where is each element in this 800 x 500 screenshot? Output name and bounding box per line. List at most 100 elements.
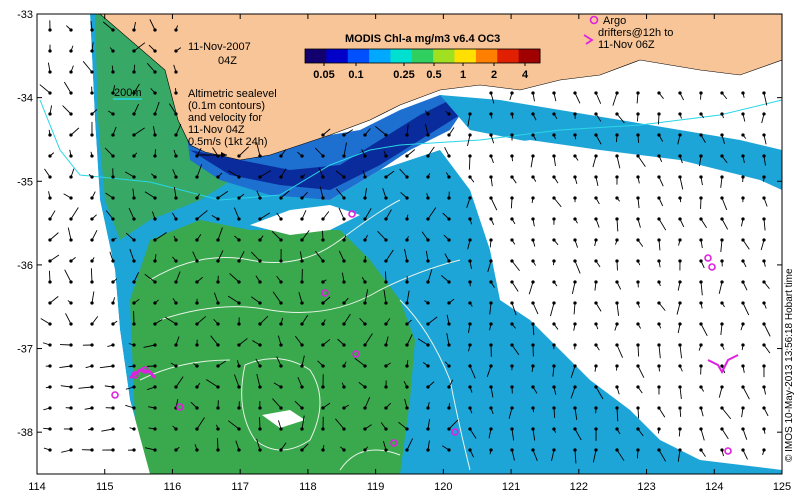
velocity-arrow-base bbox=[69, 112, 73, 116]
velocity-arrow bbox=[196, 316, 207, 325]
velocity-arrow-base bbox=[174, 385, 178, 389]
velocity-arrow-base bbox=[132, 196, 136, 200]
velocity-arrow-base bbox=[405, 238, 409, 242]
velocity-arrow-base bbox=[363, 280, 367, 284]
velocity-arrow-base bbox=[405, 133, 409, 137]
velocity-arrow bbox=[469, 428, 477, 439]
velocity-arrow bbox=[399, 168, 408, 178]
velocity-arrow bbox=[742, 239, 750, 250]
velocity-arrow-base bbox=[405, 154, 409, 158]
velocity-arrow-base bbox=[573, 217, 577, 221]
velocity-arrow bbox=[99, 365, 114, 369]
velocity-arrow bbox=[315, 250, 324, 262]
velocity-arrow-base bbox=[48, 280, 52, 284]
velocity-arrow-base bbox=[48, 301, 52, 305]
colorbar-swatch bbox=[347, 49, 370, 63]
velocity-arrow-base bbox=[636, 259, 640, 263]
velocity-arrow bbox=[280, 190, 290, 199]
velocity-arrow-base bbox=[384, 427, 388, 431]
velocity-arrow-base bbox=[615, 280, 619, 284]
velocity-arrow bbox=[149, 19, 156, 31]
velocity-arrow bbox=[129, 248, 135, 262]
velocity-arrow bbox=[67, 227, 72, 241]
velocity-arrow-base bbox=[153, 406, 157, 410]
velocity-arrow-base bbox=[678, 364, 682, 368]
lat-tick-label: -35 bbox=[17, 176, 33, 188]
colorbar-swatch bbox=[475, 49, 498, 63]
velocity-arrow-base bbox=[720, 112, 724, 116]
velocity-arrow-base bbox=[678, 427, 682, 431]
velocity-arrow-base bbox=[678, 343, 682, 347]
velocity-arrow-base bbox=[384, 259, 388, 263]
velocity-arrow bbox=[105, 210, 114, 220]
velocity-arrow-base bbox=[510, 217, 514, 221]
colorbar-tick-label: 0.05 bbox=[313, 69, 334, 81]
velocity-arrow bbox=[238, 338, 248, 346]
velocity-arrow-base bbox=[363, 133, 367, 137]
velocity-arrow-base bbox=[741, 301, 745, 305]
velocity-arrow-base bbox=[636, 112, 640, 116]
velocity-arrow-base bbox=[90, 259, 94, 263]
velocity-arrow-base bbox=[342, 364, 346, 368]
velocity-arrow-base bbox=[699, 196, 703, 200]
velocity-arrow bbox=[718, 281, 723, 294]
velocity-arrow bbox=[487, 260, 492, 272]
velocity-arrow bbox=[511, 302, 517, 316]
velocity-arrow-base bbox=[384, 406, 388, 410]
velocity-arrow bbox=[314, 147, 324, 157]
velocity-arrow bbox=[574, 449, 577, 464]
velocity-arrow-base bbox=[321, 175, 325, 179]
velocity-arrow-base bbox=[447, 280, 451, 284]
velocity-arrow-base bbox=[342, 196, 346, 200]
velocity-arrow-base bbox=[132, 133, 136, 137]
velocity-arrow bbox=[385, 249, 394, 262]
velocity-arrow-base bbox=[615, 154, 619, 158]
velocity-arrow-base bbox=[636, 301, 640, 305]
velocity-arrow-base bbox=[384, 217, 388, 221]
velocity-arrow-base bbox=[468, 427, 472, 431]
velocity-arrow-base bbox=[615, 217, 619, 221]
velocity-arrow-base bbox=[741, 217, 745, 221]
velocity-arrow-base bbox=[195, 301, 199, 305]
velocity-arrow-base bbox=[384, 322, 388, 326]
velocity-arrow bbox=[571, 281, 576, 295]
colorbar-tick-label: 0.25 bbox=[393, 69, 414, 81]
credit-text: © IMOS 10-May-2013 13:56:18 Hobart time bbox=[784, 268, 795, 462]
velocity-arrow-base bbox=[699, 217, 703, 221]
velocity-arrow bbox=[616, 449, 625, 461]
velocity-arrow-base bbox=[657, 343, 661, 347]
colorbar-frame bbox=[304, 48, 541, 64]
velocity-arrow-base bbox=[447, 112, 451, 116]
velocity-arrow-base bbox=[510, 364, 514, 368]
velocity-arrow-base bbox=[216, 301, 220, 305]
velocity-arrow-base bbox=[405, 175, 409, 179]
velocity-arrow-base bbox=[678, 385, 682, 389]
velocity-arrow-base bbox=[321, 364, 325, 368]
velocity-arrow-base bbox=[762, 427, 766, 431]
velocity-arrow bbox=[271, 230, 282, 241]
velocity-arrow-base bbox=[615, 448, 619, 452]
velocity-arrow-base bbox=[762, 406, 766, 410]
velocity-arrow-base bbox=[174, 238, 178, 242]
velocity-arrow-base bbox=[279, 322, 283, 326]
velocity-arrow-base bbox=[48, 427, 52, 431]
velocity-arrow bbox=[259, 212, 271, 220]
velocity-arrow-base bbox=[90, 448, 94, 452]
velocity-arrow-base bbox=[531, 427, 535, 431]
velocity-arrow-base bbox=[447, 175, 451, 179]
velocity-arrow-base bbox=[48, 91, 52, 95]
argo-drifter-track bbox=[707, 354, 739, 375]
velocity-arrow bbox=[532, 302, 539, 315]
velocity-arrow-base bbox=[195, 385, 199, 389]
velocity-arrow-base bbox=[132, 448, 136, 452]
velocity-arrow-base bbox=[447, 301, 451, 305]
velocity-arrow-base bbox=[90, 196, 94, 200]
velocity-arrow-base bbox=[531, 133, 535, 137]
velocity-arrow-base bbox=[657, 259, 661, 263]
velocity-arrow bbox=[658, 407, 666, 418]
velocity-arrow-base bbox=[174, 28, 178, 32]
velocity-arrow bbox=[343, 313, 351, 325]
velocity-arrow-base bbox=[111, 322, 115, 326]
velocity-arrow-base bbox=[90, 133, 94, 137]
